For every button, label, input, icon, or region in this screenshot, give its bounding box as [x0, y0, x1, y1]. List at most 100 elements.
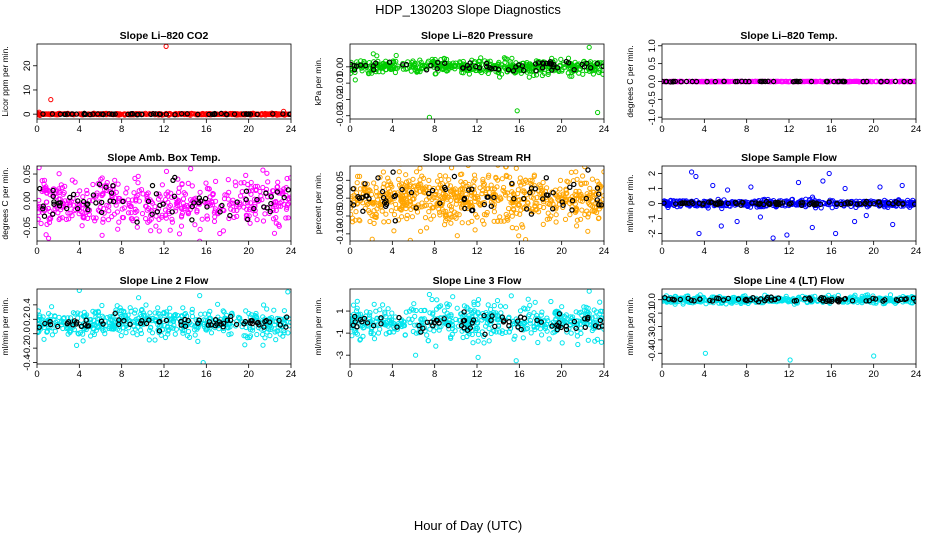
reference-point	[594, 185, 601, 191]
reference-point	[64, 111, 71, 117]
data-point	[483, 212, 489, 218]
reference-point	[484, 63, 490, 70]
data-point	[503, 166, 509, 170]
x-tick-label: 24	[286, 246, 297, 257]
data-point	[453, 191, 459, 197]
data-point	[106, 325, 112, 331]
x-tick-label: 16	[201, 246, 212, 257]
data-point	[434, 297, 440, 303]
reference-point	[797, 78, 803, 85]
data-point	[112, 177, 118, 183]
data-point	[173, 200, 179, 206]
data-point	[773, 78, 779, 85]
data-point	[165, 199, 171, 205]
reference-point	[146, 317, 152, 323]
data-point	[475, 338, 481, 344]
data-point	[274, 328, 280, 334]
data-point	[410, 176, 416, 182]
data-point	[237, 200, 243, 206]
plot-frame	[36, 43, 292, 120]
reference-point	[528, 211, 535, 217]
outlier-point	[46, 235, 52, 241]
data-point	[173, 326, 179, 332]
data-point	[371, 180, 377, 186]
data-point	[442, 173, 448, 179]
data-point	[264, 306, 270, 312]
reference-point	[125, 111, 131, 118]
reference-point	[121, 318, 127, 324]
data-point	[371, 220, 377, 226]
data-point	[524, 179, 530, 185]
reference-point	[120, 198, 126, 205]
reference-point	[362, 181, 368, 187]
data-point	[370, 201, 376, 207]
reference-point	[83, 317, 89, 323]
reference-point	[98, 199, 105, 206]
data-point	[596, 215, 602, 221]
data-point	[598, 315, 604, 321]
reference-point	[521, 195, 527, 202]
data-points	[350, 289, 604, 364]
reference-point	[356, 195, 363, 201]
data-point	[451, 214, 457, 220]
data-point	[155, 196, 162, 202]
x-tick-label: 8	[432, 246, 437, 257]
outlier-point	[449, 166, 455, 171]
reference-point	[64, 320, 71, 326]
data-point	[77, 188, 83, 194]
reference-point	[163, 111, 169, 117]
reference-point	[598, 202, 604, 208]
reference-point	[254, 196, 260, 203]
reference-point	[798, 202, 805, 208]
data-point	[511, 336, 517, 342]
reference-point	[770, 78, 777, 85]
data-point	[499, 62, 505, 68]
reference-point	[667, 79, 674, 85]
data-point	[480, 176, 486, 182]
data-points	[662, 292, 916, 363]
data-point	[243, 172, 249, 178]
data-point	[506, 329, 512, 335]
reference-point	[84, 201, 90, 208]
data-point	[396, 217, 402, 223]
data-point	[90, 329, 96, 335]
data-point	[37, 308, 41, 314]
data-point	[118, 313, 124, 319]
data-point	[381, 219, 387, 225]
data-point	[579, 312, 585, 318]
panel-title: Slope Li–820 Pressure	[421, 30, 533, 42]
reference-point	[808, 78, 815, 85]
y-tick-label: 0.0	[647, 75, 658, 88]
data-point	[417, 69, 423, 75]
data-point	[410, 64, 416, 70]
data-point	[561, 65, 567, 71]
data-point	[287, 175, 291, 181]
y-tick-label: 0.2	[22, 313, 33, 326]
data-point	[421, 203, 427, 209]
data-point	[189, 183, 195, 189]
reference-point	[285, 187, 291, 193]
panel-3: Slope Li–820 Temp.degrees C per min.0 4 8 1…	[625, 30, 921, 135]
y-axis-label: kPa per min.	[313, 58, 323, 106]
data-point	[416, 188, 423, 194]
x-tick-label: 24	[599, 246, 610, 257]
data-point	[93, 309, 99, 315]
reference-point	[460, 65, 466, 71]
data-point	[205, 311, 212, 317]
data-point	[442, 192, 449, 198]
outlier-point	[734, 218, 740, 225]
data-point	[192, 222, 198, 228]
reference-point	[483, 60, 490, 67]
data-point	[546, 216, 553, 222]
x-tick-label: 20	[868, 246, 879, 257]
data-point	[468, 202, 474, 208]
data-point	[488, 306, 494, 312]
data-point	[416, 204, 422, 210]
data-point	[385, 306, 391, 312]
reference-point	[907, 78, 913, 85]
data-point	[529, 178, 535, 184]
data-point	[369, 317, 375, 323]
reference-point	[243, 188, 250, 194]
reference-point	[90, 111, 96, 117]
reference-point	[254, 111, 260, 118]
